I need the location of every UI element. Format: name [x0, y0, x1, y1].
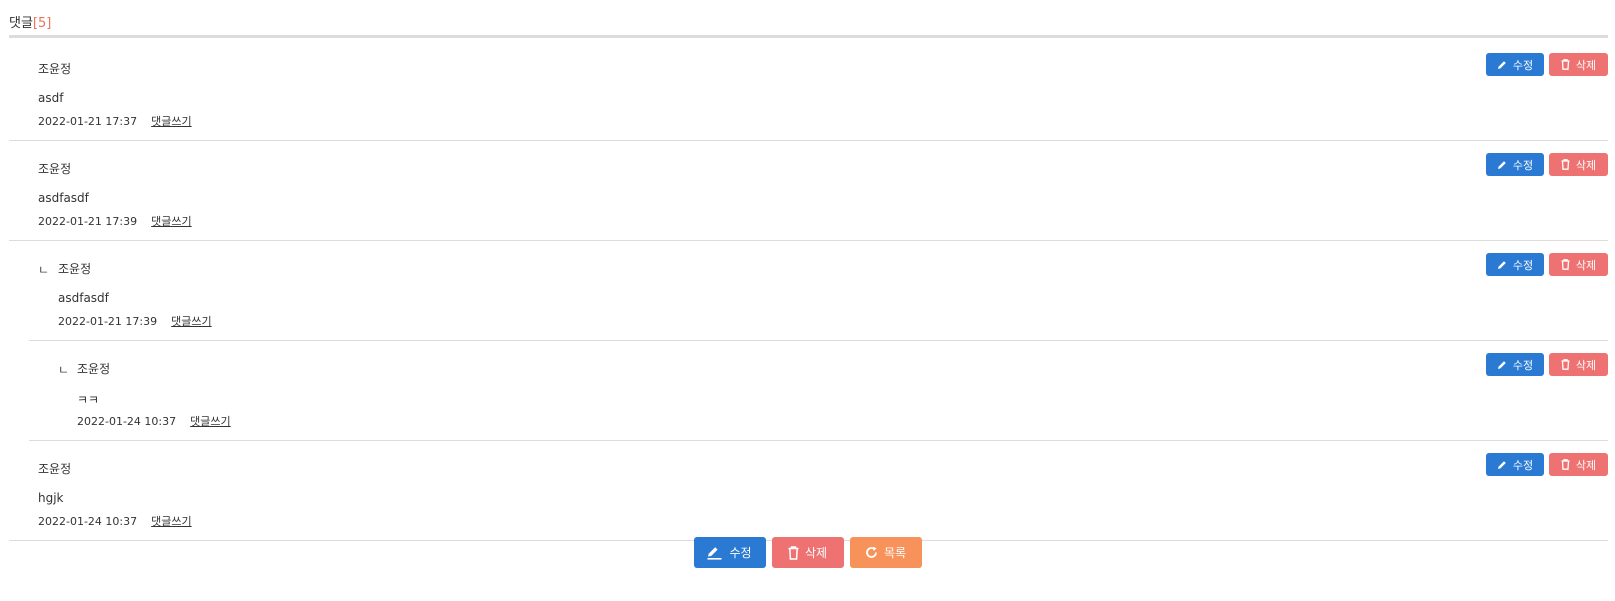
comment-delete-button[interactable]: 삭제 — [1549, 53, 1608, 76]
comment-edit-button[interactable]: 수정 — [1486, 153, 1544, 176]
comment-item: 조윤정 asdfasdf 2022-01-21 17:39 댓글쓰기 수정 삭제 — [9, 141, 1608, 241]
trash-icon — [1561, 359, 1570, 370]
comment-delete-button[interactable]: 삭제 — [1549, 153, 1608, 176]
comment-list: 조윤정 asdf 2022-01-21 17:37 댓글쓰기 수정 삭제 조윤정 … — [0, 41, 1615, 541]
pencil-icon — [1497, 460, 1506, 469]
pencil-icon — [707, 546, 722, 560]
comment-actions: 수정 삭제 — [1486, 253, 1608, 276]
refresh-icon — [866, 546, 877, 558]
comment-meta: 2022-01-21 17:39 댓글쓰기 — [58, 313, 212, 329]
comment-count: [5] — [32, 16, 52, 31]
comment-edit-button[interactable]: 수정 — [1486, 253, 1544, 276]
comment-edit-label: 수정 — [1512, 58, 1534, 72]
comment-edit-label: 수정 — [1512, 458, 1534, 472]
comment-meta: 2022-01-21 17:37 댓글쓰기 — [38, 113, 192, 129]
list-button[interactable]: 목록 — [849, 537, 922, 568]
comment-delete-button[interactable]: 삭제 — [1549, 453, 1608, 476]
comment-edit-button[interactable]: 수정 — [1486, 353, 1544, 376]
comment-text: asdf — [38, 91, 64, 105]
comment-author: 조윤정 — [58, 262, 92, 276]
comment-delete-label: 삭제 — [1575, 458, 1597, 472]
comment-delete-label: 삭제 — [1575, 358, 1597, 372]
comment-delete-label: 삭제 — [1575, 258, 1597, 272]
trash-icon — [1561, 459, 1570, 470]
comment-meta: 2022-01-24 10:37 댓글쓰기 — [77, 413, 231, 429]
comment-author: 조윤정 — [77, 362, 111, 376]
comment-edit-button[interactable]: 수정 — [1486, 453, 1544, 476]
comments-title-text: 댓글 — [9, 16, 33, 31]
post-edit-button[interactable]: 수정 — [693, 537, 766, 568]
comment-edit-button[interactable]: 수정 — [1486, 53, 1544, 76]
comment-item-reply: ㄴ 조윤정 asdfasdf 2022-01-21 17:39 댓글쓰기 수정 삭… — [29, 241, 1608, 341]
comments-title: 댓글[5] — [9, 12, 51, 31]
comment-delete-button[interactable]: 삭제 — [1549, 253, 1608, 276]
trash-icon — [1561, 59, 1570, 70]
comment-author: 조윤정 — [38, 62, 72, 76]
post-actions: 수정 삭제 목록 — [0, 537, 1615, 568]
comment-date: 2022-01-24 10:37 — [38, 515, 138, 528]
post-delete-label: 삭제 — [804, 546, 828, 560]
comment-date: 2022-01-24 10:37 — [77, 415, 177, 428]
comment-text: asdfasdf — [38, 191, 89, 205]
pencil-icon — [1497, 160, 1506, 169]
trash-icon — [1561, 259, 1570, 270]
reply-link[interactable]: 댓글쓰기 — [151, 115, 192, 128]
comment-item: 조윤정 asdf 2022-01-21 17:37 댓글쓰기 수정 삭제 — [9, 41, 1608, 141]
comment-text: asdfasdf — [58, 291, 109, 305]
reply-link[interactable]: 댓글쓰기 — [171, 315, 212, 328]
comment-date: 2022-01-21 17:39 — [38, 215, 138, 228]
reply-arrow-icon: ㄴ — [58, 363, 70, 377]
comment-text: ㅋㅋ — [77, 393, 100, 407]
comment-item-reply: ㄴ 조윤정 ㅋㅋ 2022-01-24 10:37 댓글쓰기 수정 삭제 — [29, 341, 1608, 441]
reply-link[interactable]: 댓글쓰기 — [151, 215, 192, 228]
comment-meta: 2022-01-21 17:39 댓글쓰기 — [38, 213, 192, 229]
comment-date: 2022-01-21 17:37 — [38, 115, 138, 128]
comment-edit-label: 수정 — [1512, 258, 1534, 272]
comment-text: hgjk — [38, 491, 64, 505]
pencil-icon — [1497, 360, 1506, 369]
comment-author: 조윤정 — [38, 462, 72, 476]
comment-edit-label: 수정 — [1512, 358, 1534, 372]
comment-delete-button[interactable]: 삭제 — [1549, 353, 1608, 376]
trash-icon — [1561, 159, 1570, 170]
reply-link[interactable]: 댓글쓰기 — [190, 415, 231, 428]
comment-item: 조윤정 hgjk 2022-01-24 10:37 댓글쓰기 수정 삭제 — [9, 441, 1608, 541]
post-delete-button[interactable]: 삭제 — [771, 537, 844, 568]
pencil-icon — [1497, 60, 1506, 69]
comment-meta: 2022-01-24 10:37 댓글쓰기 — [38, 513, 192, 529]
comment-actions: 수정 삭제 — [1486, 453, 1608, 476]
reply-link[interactable]: 댓글쓰기 — [151, 515, 192, 528]
comment-actions: 수정 삭제 — [1486, 353, 1608, 376]
comment-actions: 수정 삭제 — [1486, 153, 1608, 176]
comment-actions: 수정 삭제 — [1486, 53, 1608, 76]
comment-delete-label: 삭제 — [1575, 158, 1597, 172]
list-label: 목록 — [883, 546, 907, 560]
comments-header: 댓글[5] — [9, 0, 1608, 38]
comment-date: 2022-01-21 17:39 — [58, 315, 158, 328]
comment-author: 조윤정 — [38, 162, 72, 176]
comment-edit-label: 수정 — [1512, 158, 1534, 172]
reply-arrow-icon: ㄴ — [38, 263, 50, 277]
comment-delete-label: 삭제 — [1575, 58, 1597, 72]
post-edit-label: 수정 — [729, 546, 752, 560]
trash-icon — [788, 545, 799, 560]
pencil-icon — [1497, 260, 1506, 269]
